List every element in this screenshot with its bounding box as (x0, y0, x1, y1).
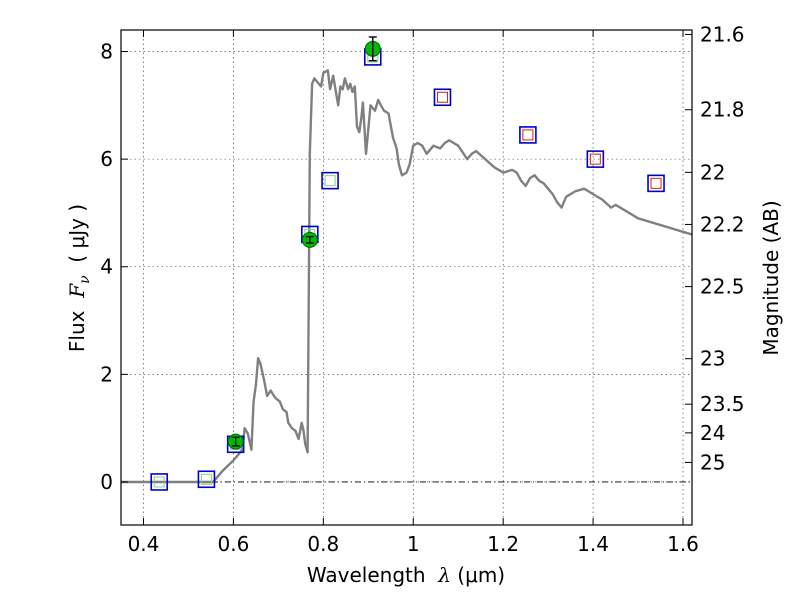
y-tick-label: 8 (100, 40, 113, 64)
bandpass-marker (200, 473, 212, 485)
model-photometry-square (647, 174, 665, 193)
x-tick-label: 0.8 (307, 532, 339, 556)
plot-frame (120, 29, 693, 526)
model-photometry-square (586, 150, 605, 168)
plot-area (121, 36, 693, 491)
x-tick-label: 0.4 (128, 532, 160, 556)
y2-tick-label: 21.6 (700, 22, 745, 46)
bandpass-marker (522, 129, 534, 141)
x-axis-unit: (μm) (451, 563, 505, 587)
y2-axis-title: Magnitude (AB) (759, 200, 783, 355)
y2-tick-label: 22.5 (700, 275, 745, 299)
x-axis-lambda-symbol: λ (437, 563, 451, 587)
y2-tick-label: 22.2 (700, 212, 745, 236)
y-axis-title-text: Flux (65, 298, 89, 352)
x-axis-title: Wavelength λ (μm) (307, 563, 505, 587)
bandpass-marker (324, 175, 336, 187)
grid-lines (121, 30, 692, 525)
y-axis-flux-symbol: F (65, 283, 89, 299)
y2-tick-label: 22 (700, 160, 725, 184)
y-axis-title: Flux Fν ( μJy ) (65, 204, 93, 352)
model-spectrum-line (121, 69, 693, 484)
y-tick-label: 6 (100, 147, 113, 171)
y-tick-label: 4 (100, 255, 113, 279)
x-tick-label: 0.6 (217, 532, 249, 556)
x-tick-label: 1.4 (577, 532, 609, 556)
y-tick-label: 0 (100, 470, 113, 494)
y2-tick-label: 23 (700, 347, 725, 371)
y2-tick-label: 24 (700, 421, 725, 445)
x-tick-label: 1.2 (487, 532, 519, 556)
bandpass-marker (650, 177, 662, 189)
x-axis-title-text: Wavelength (307, 563, 438, 587)
ticks: 0.4 0.6 0.8 1 1.2 1.4 1.60246821.621.82222.222… (100, 22, 744, 556)
y-tick-label: 2 (100, 362, 113, 386)
bandpass-marker (436, 91, 448, 103)
x-tick-label: 1 (407, 532, 420, 556)
x-tick-label: 1.6 (667, 532, 699, 556)
bandpass-marker (589, 153, 601, 165)
y-axis-nu-subscript: ν (77, 275, 93, 284)
model-photometry-square (519, 126, 537, 144)
y-axis-unit: ( μJy ) (65, 204, 89, 276)
model-photometry-square (197, 470, 216, 489)
y2-tick-label: 21.8 (700, 98, 745, 122)
model-photometry-square (433, 88, 452, 107)
y2-tick-label: 25 (700, 450, 725, 474)
bandpass-marker (153, 476, 165, 488)
model-photometry-square (150, 473, 169, 491)
y2-tick-label: 23.5 (700, 392, 745, 416)
model-photometry-square (321, 171, 339, 190)
